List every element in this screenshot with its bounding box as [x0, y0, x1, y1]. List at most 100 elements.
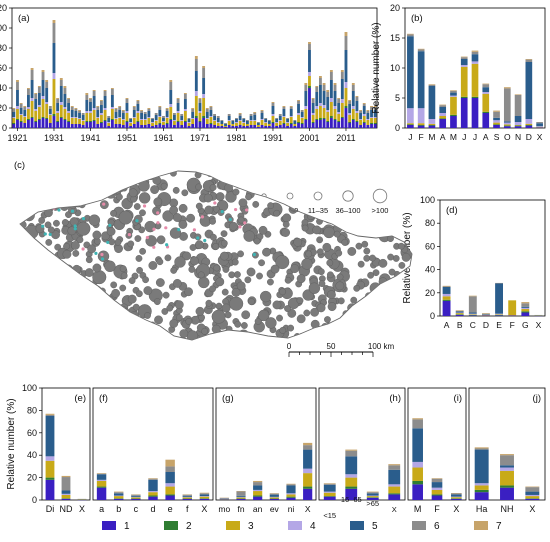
bar-segment-1945-1 [103, 121, 107, 128]
event-dot [215, 277, 225, 287]
event-dot [154, 315, 163, 325]
bar-segment-1957-7 [147, 108, 151, 109]
bar-segment-2009-4 [337, 112, 341, 114]
bar-segment-1936-5 [70, 110, 74, 117]
bar-segment-1922-7 [19, 103, 23, 104]
event-dot [52, 180, 62, 189]
bar-segment-2008-2 [333, 119, 337, 120]
event-dot [334, 177, 343, 187]
bar-segment-2018-3 [370, 118, 373, 123]
bar-segment-ND-3 [61, 494, 71, 499]
bar-segment-1974-1 [209, 124, 213, 128]
event-dot [136, 266, 143, 274]
event-dot [128, 277, 136, 285]
bar-segment-1975-6 [213, 114, 216, 116]
bar-segment-1965-7 [176, 98, 180, 99]
bar-segment-1924-2 [27, 119, 30, 120]
bar-segment-D-7 [525, 59, 533, 60]
y-tick-label: 0 [2, 123, 7, 133]
bar-segment-1938-7 [78, 110, 81, 111]
event-dot [32, 199, 42, 209]
bar-segment-1933-1 [59, 118, 63, 128]
event-dot [109, 188, 116, 196]
event-dot [41, 176, 49, 184]
event-dot [374, 323, 382, 331]
event-dot [254, 317, 262, 325]
event-dot [27, 193, 36, 202]
event-dot [72, 250, 80, 257]
event-dot [170, 267, 178, 274]
event-dot [256, 272, 263, 280]
bar-segment-ND-2 [61, 498, 71, 499]
bar-segment-1952-5 [129, 119, 133, 122]
plot-frame [11, 7, 378, 129]
bar-segment-1993-6 [278, 114, 282, 116]
bar-segment-1939-6 [81, 113, 85, 115]
bar-segment-M-2 [412, 480, 423, 485]
x-tick-label: 1971 [190, 133, 210, 143]
bar-segment-1966-5 [180, 116, 184, 120]
legend-swatch-2 [164, 521, 178, 530]
event-dot [201, 327, 209, 335]
event-dot [390, 313, 405, 328]
bar-segment-1945-5 [103, 96, 107, 108]
bar-segment-1988-7 [260, 110, 264, 111]
x-tick-label: 1981 [226, 133, 246, 143]
legend-swatch-5 [350, 521, 364, 530]
event-dot [31, 279, 46, 294]
bar-segment-16–65-4 [345, 474, 358, 478]
event-dot [357, 315, 365, 323]
event-dot-small [48, 232, 52, 237]
bar-segment-1925-6 [30, 70, 34, 80]
event-dot [120, 272, 128, 280]
bar-segment->65-6 [366, 492, 379, 494]
bar-segment-1949-1 [118, 124, 122, 128]
bar-segment-1942-5 [92, 96, 96, 108]
event-dot [39, 308, 54, 323]
event-dot [60, 285, 72, 298]
bar-segment-2018-5 [370, 110, 373, 117]
event-dot [234, 179, 244, 189]
event-dot [90, 178, 98, 186]
bar-segment-1926-6 [34, 94, 38, 99]
event-dot [224, 334, 231, 340]
bar-segment-G-6 [521, 303, 530, 307]
bar-segment-1929-7 [45, 80, 49, 82]
bar-segment-1990-3 [267, 124, 271, 126]
event-dot [85, 317, 93, 325]
bar-segment-1992-4 [275, 122, 279, 123]
event-dot [35, 324, 48, 336]
x-tick-label: b [116, 504, 121, 514]
bar-segment-2006-5 [326, 97, 330, 110]
bar-segment-e-3 [165, 486, 175, 495]
bar-segment-an-2 [253, 495, 263, 497]
event-dot [185, 318, 193, 325]
bar-segment-1947-4 [110, 107, 114, 109]
event-dot [271, 183, 279, 191]
bar-segment-1988-6 [260, 111, 264, 113]
bar-segment-a-2 [96, 486, 107, 488]
event-dot [342, 310, 350, 318]
bar-segment-A-2 [482, 111, 490, 113]
bar-segment-A-6 [482, 84, 490, 88]
event-dot [21, 274, 29, 282]
bar-segment-1987-3 [256, 125, 260, 127]
event-dot [58, 292, 66, 299]
bar-segment-1994-1 [282, 124, 286, 128]
event-dot [78, 314, 86, 321]
event-dot-small [100, 252, 104, 257]
bar-segment-1993-5 [278, 116, 282, 120]
bar-segment-1938-4 [78, 118, 81, 119]
bar-segment-2000-6 [304, 85, 308, 91]
event-dot [55, 291, 63, 299]
bar-segment-1939-1 [81, 125, 85, 128]
panel-label: (a) [18, 13, 30, 24]
event-dot [267, 278, 274, 286]
event-dot [74, 193, 82, 201]
bar-segment-an-5 [253, 485, 263, 490]
x-tick-label: F [419, 132, 424, 142]
event-dot [47, 226, 55, 234]
event-dot [332, 190, 340, 198]
event-dot [388, 268, 396, 276]
bar-segment-1996-3 [289, 117, 293, 123]
